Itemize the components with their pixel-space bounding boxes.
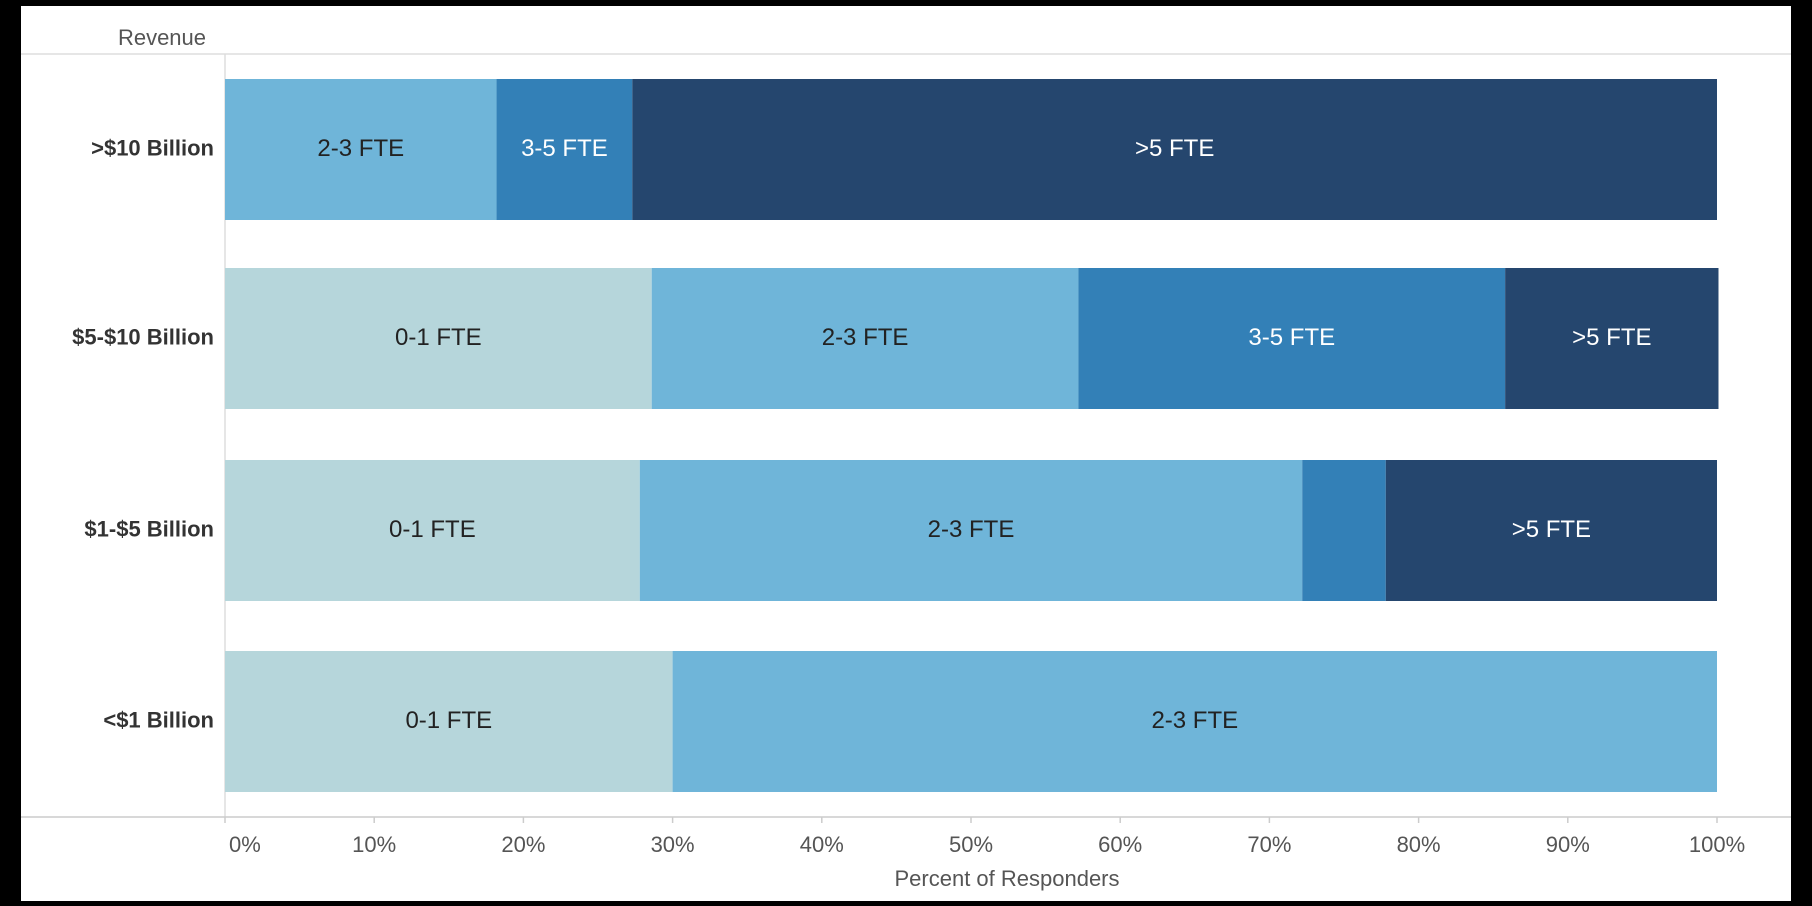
bar-segment (632, 79, 1718, 220)
bar-segment (651, 268, 1079, 409)
x-tick-label: 30% (651, 832, 695, 857)
segment-label: 0-1 FTE (405, 707, 492, 734)
x-tick-label: 0% (229, 832, 261, 857)
segment-label: 3-5 FTE (1248, 324, 1335, 351)
segment-label: 2-3 FTE (1151, 707, 1238, 734)
bar-segment (225, 460, 640, 601)
category-label: >$10 Billion (91, 135, 214, 160)
segment-label: 3-5 FTE (521, 135, 608, 162)
x-tick-label: 80% (1397, 832, 1441, 857)
x-tick-label: 10% (352, 832, 396, 857)
bar-segment (225, 79, 497, 220)
segment-label: 0-1 FTE (389, 516, 476, 543)
x-tick-label: 60% (1098, 832, 1142, 857)
segment-label: 2-3 FTE (928, 516, 1015, 543)
x-tick-label: 20% (501, 832, 545, 857)
x-tick-label: 90% (1546, 832, 1590, 857)
segment-label: >5 FTE (1512, 516, 1591, 543)
bar-segment (1505, 268, 1719, 409)
x-tick-label: 40% (800, 832, 844, 857)
category-label: $5-$10 Billion (72, 324, 214, 349)
segment-label: >5 FTE (1135, 135, 1214, 162)
x-tick-label: 70% (1247, 832, 1291, 857)
bar-segment (225, 268, 652, 409)
category-label: <$1 Billion (103, 707, 214, 732)
segment-label: 2-3 FTE (822, 324, 909, 351)
bar-segment (496, 79, 633, 220)
x-tick-label: 50% (949, 832, 993, 857)
segment-label: 2-3 FTE (317, 135, 404, 162)
bar-segment (1302, 460, 1386, 601)
bar-segment (1385, 460, 1717, 601)
category-label: $1-$5 Billion (84, 516, 214, 541)
segment-label: >5 FTE (1572, 324, 1651, 351)
segment-label: 0-1 FTE (395, 324, 482, 351)
x-axis-title: Percent of Responders (894, 866, 1119, 891)
bar-segment (639, 460, 1303, 601)
x-tick-label: 100% (1689, 832, 1745, 857)
bar-segment (672, 651, 1717, 792)
bar-segment (225, 651, 673, 792)
bar-segment (1078, 268, 1506, 409)
y-header: Revenue (118, 25, 206, 50)
